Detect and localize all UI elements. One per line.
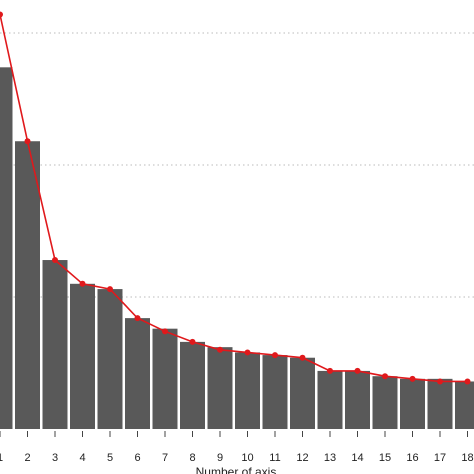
bar: [455, 381, 474, 429]
bar: [207, 347, 233, 429]
x-tick-label: 13: [324, 452, 336, 464]
line-point: [52, 257, 58, 264]
bar: [125, 318, 150, 429]
line-point: [437, 378, 443, 385]
bar: [97, 289, 123, 429]
line-point: [327, 367, 333, 374]
x-tick-label: 8: [189, 452, 195, 464]
bar: [290, 357, 315, 429]
x-tick-label: 16: [406, 452, 418, 464]
x-tick-label: 11: [269, 452, 280, 464]
x-tick-label: 9: [217, 452, 223, 464]
line-point: [464, 378, 471, 385]
line-point: [409, 375, 416, 382]
line-point: [217, 346, 223, 353]
x-tick-label: 4: [79, 452, 85, 464]
bar: [15, 141, 40, 430]
bar: [235, 352, 260, 429]
line-point: [162, 328, 168, 335]
x-tick-label: 6: [134, 452, 140, 464]
x-tick-label: 5: [107, 452, 113, 464]
line-point: [244, 349, 251, 356]
line-point: [107, 286, 113, 293]
line-point: [24, 138, 31, 145]
x-tick-label: 18: [461, 452, 473, 464]
line-point: [79, 280, 86, 287]
bar: [152, 328, 178, 429]
x-tick-label: 14: [351, 452, 363, 464]
x-tick-label: 10: [241, 452, 253, 464]
bar: [345, 370, 370, 429]
x-tick-label: 15: [379, 452, 391, 464]
line-point: [272, 352, 278, 359]
bar: [42, 260, 68, 429]
line-point: [299, 354, 306, 361]
bar: [400, 378, 425, 429]
x-tick-label: 7: [162, 452, 168, 464]
line-point: [189, 338, 196, 345]
bar: [70, 283, 95, 429]
bar: [262, 355, 288, 429]
bar: [0, 67, 13, 429]
line-point: [354, 367, 361, 374]
x-axis-label: Number of axis: [196, 465, 277, 474]
x-tick-label: 1: [0, 452, 3, 464]
line-point: [382, 373, 388, 380]
line-point: [134, 315, 141, 322]
line: [0, 14, 468, 383]
bar: [372, 376, 398, 429]
x-tick-label: 2: [24, 452, 30, 464]
bar: [180, 341, 205, 429]
bar: [317, 370, 343, 429]
line-point: [0, 11, 3, 18]
x-tick-label: 12: [296, 452, 308, 464]
bar: [427, 378, 453, 429]
x-tick-label: 3: [52, 452, 58, 464]
x-tick-label: 17: [434, 452, 446, 464]
